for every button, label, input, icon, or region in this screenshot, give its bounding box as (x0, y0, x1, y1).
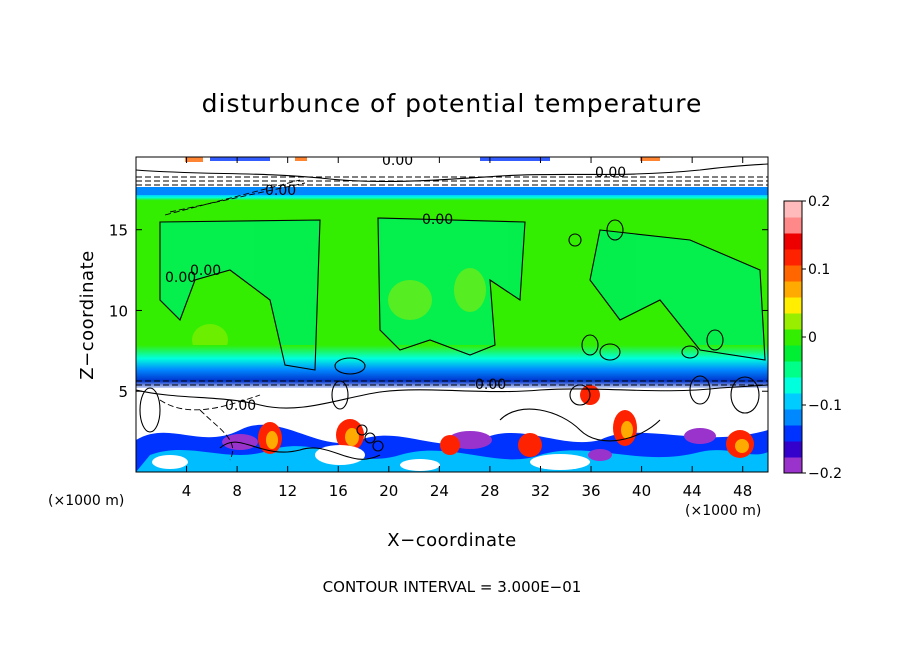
colorbar-swatch (784, 425, 802, 442)
x-unit-right: (×1000 m) (685, 503, 761, 519)
y-axis: 5 10 15 (109, 222, 768, 401)
colorbar-swatch (784, 329, 802, 346)
colorbar-swatch (784, 249, 802, 266)
x-axis-label: X−coordinate (387, 530, 516, 551)
x-tick-label: 44 (683, 482, 702, 500)
x-tick-label: 16 (329, 482, 348, 500)
x-tick-label: 4 (182, 482, 192, 500)
colorbar-swatch (784, 377, 802, 394)
colorbar-swatch (784, 409, 802, 426)
contour-label: 0.00 (595, 165, 626, 181)
x-tick-label: 20 (379, 482, 398, 500)
contour-label: 0.00 (225, 398, 256, 414)
x-tick-label: 24 (430, 482, 449, 500)
chart-title: disturbunce of potential temperature (202, 89, 703, 118)
colorbar-swatch (784, 281, 802, 298)
colorbar-swatch (784, 361, 802, 378)
x-tick-label: 40 (632, 482, 651, 500)
contour-interval: CONTOUR INTERVAL = 3.000E−01 (323, 578, 582, 596)
colorbar-tick-label: −0.1 (808, 398, 842, 414)
x-tick-label: 12 (278, 482, 297, 500)
x-tick-label: 48 (733, 482, 752, 500)
colorbar-tick-label: 0.2 (808, 194, 830, 210)
x-tick-label: 28 (480, 482, 499, 500)
x-tick-label: 8 (232, 482, 242, 500)
colorbar-swatch (784, 441, 802, 458)
colorbar-swatch (784, 265, 802, 282)
x-tick-label: 36 (581, 482, 600, 500)
colorbar-tick-label: −0.2 (808, 466, 842, 482)
potential-temperature-field: 0.00 0.00 0.00 0.00 0.00 0.00 0.00 0.00 (136, 153, 768, 472)
contour-label: 0.00 (265, 183, 296, 199)
colorbar-swatch (784, 313, 802, 330)
y-tick-label: 5 (118, 383, 128, 401)
colorbar-swatch (784, 297, 802, 314)
contour-label: 0.00 (422, 212, 453, 228)
x-axis: 4 8 12 16 20 24 28 32 36 40 44 48 (182, 157, 752, 500)
y-tick-label: 15 (109, 222, 128, 240)
colorbar-swatch (784, 233, 802, 250)
contour-label: 0.00 (165, 270, 196, 286)
colorbar-swatch (784, 201, 802, 218)
colorbar-swatch (784, 457, 802, 474)
contour-label: 0.00 (382, 153, 413, 169)
plot-frame (135, 156, 769, 473)
contour-label: 0.00 (475, 377, 506, 393)
colorbar: 0.2 0.1 0 −0.1 −0.2 (783, 194, 842, 482)
y-tick-label: 10 (109, 302, 128, 320)
colorbar-tick-label: 0.1 (808, 262, 830, 278)
colorbar-swatch (784, 217, 802, 234)
x-unit-left: (×1000 m) (48, 493, 124, 509)
y-axis-label: Z−coordinate (77, 250, 98, 379)
colorbar-swatch (784, 393, 802, 410)
x-tick-label: 32 (531, 482, 550, 500)
colorbar-tick-label: 0 (808, 330, 817, 346)
colorbar-swatch (784, 345, 802, 362)
contour-label: 0.00 (190, 263, 221, 279)
